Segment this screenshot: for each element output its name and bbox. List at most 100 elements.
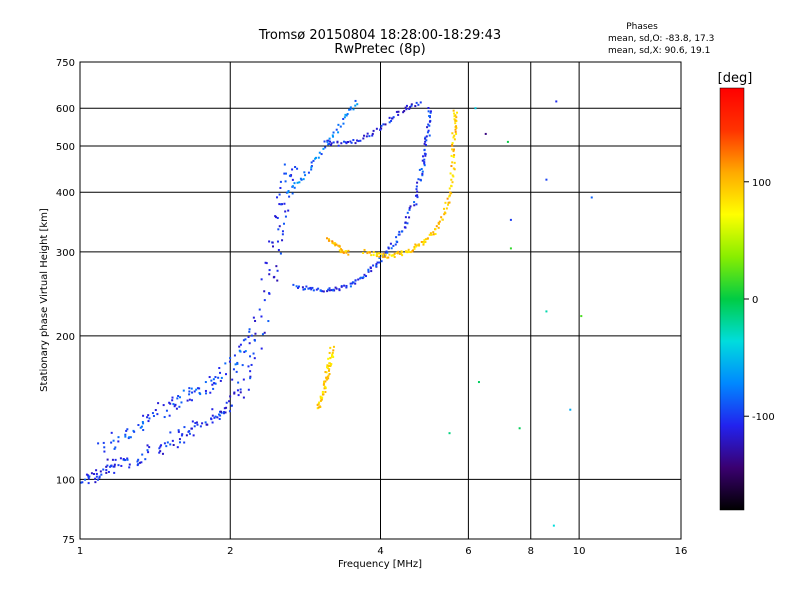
data-point xyxy=(337,131,340,134)
data-point xyxy=(239,391,242,394)
data-point xyxy=(332,345,335,348)
data-point xyxy=(211,414,214,417)
data-point xyxy=(193,390,196,393)
data-point xyxy=(125,429,128,432)
data-point xyxy=(283,163,286,166)
data-point xyxy=(323,381,326,384)
data-point xyxy=(95,472,98,475)
data-point xyxy=(484,132,487,135)
data-point xyxy=(151,412,154,415)
data-point xyxy=(100,473,103,476)
data-point xyxy=(126,458,129,461)
data-point xyxy=(427,106,430,109)
data-point xyxy=(338,289,341,292)
data-point xyxy=(171,396,174,399)
colorbar xyxy=(719,87,745,511)
data-point xyxy=(219,379,222,382)
data-point xyxy=(347,253,350,256)
data-point xyxy=(417,178,420,181)
data-point xyxy=(290,174,293,177)
data-point xyxy=(328,142,331,145)
data-point xyxy=(320,153,323,156)
data-point xyxy=(196,387,199,390)
data-point xyxy=(103,450,106,453)
data-point xyxy=(428,124,431,127)
data-point xyxy=(416,196,419,199)
data-point xyxy=(435,225,438,228)
data-point xyxy=(423,239,426,242)
data-point xyxy=(388,253,391,256)
data-point xyxy=(379,253,382,256)
data-point xyxy=(210,379,213,382)
data-point xyxy=(366,252,369,255)
data-point xyxy=(372,264,375,267)
data-point xyxy=(147,414,150,417)
data-point xyxy=(249,355,252,358)
data-point xyxy=(304,174,307,177)
data-point xyxy=(348,108,351,111)
data-point xyxy=(233,392,236,395)
data-point xyxy=(400,252,403,255)
data-point xyxy=(247,388,250,391)
data-point xyxy=(455,125,458,128)
data-point xyxy=(350,141,353,144)
data-point xyxy=(422,155,425,158)
data-point xyxy=(140,425,143,428)
data-point xyxy=(250,363,253,366)
data-point xyxy=(218,417,221,420)
data-point xyxy=(405,108,408,111)
data-point xyxy=(254,332,257,335)
data-point xyxy=(395,251,398,254)
data-point xyxy=(387,246,390,249)
data-point xyxy=(302,288,305,291)
data-point xyxy=(354,279,357,282)
data-point xyxy=(329,140,332,143)
data-point xyxy=(341,249,344,252)
data-point xyxy=(250,334,253,337)
data-point xyxy=(180,434,183,437)
data-point xyxy=(427,129,430,132)
data-point xyxy=(317,156,320,159)
data-point xyxy=(181,433,184,436)
data-point xyxy=(326,375,329,378)
data-point xyxy=(252,352,255,355)
data-point xyxy=(237,381,240,384)
x-axis-ticks: 1 2 4 6 8 10 16 xyxy=(77,546,688,557)
data-point xyxy=(321,396,324,399)
data-point xyxy=(173,405,176,408)
data-point xyxy=(112,439,115,442)
data-point xyxy=(326,139,329,142)
data-point xyxy=(113,471,116,474)
data-point xyxy=(321,290,324,293)
data-point xyxy=(452,109,455,112)
data-point xyxy=(119,457,122,460)
data-point xyxy=(453,154,456,157)
data-point xyxy=(204,421,207,424)
colorbar-ticks: 100 0 -100 xyxy=(744,178,775,423)
data-point xyxy=(375,264,378,267)
data-point xyxy=(388,121,391,124)
data-point xyxy=(447,203,450,206)
data-point xyxy=(310,288,313,291)
data-point xyxy=(380,127,383,130)
data-point xyxy=(349,140,352,143)
data-point xyxy=(424,143,427,146)
y-tick-label: 750 xyxy=(56,58,75,69)
data-point xyxy=(395,110,398,113)
data-point xyxy=(509,218,512,221)
data-point xyxy=(265,262,268,265)
data-point xyxy=(454,130,457,133)
data-point xyxy=(102,468,105,471)
data-point xyxy=(319,405,322,408)
data-point xyxy=(106,458,109,461)
data-point xyxy=(307,287,310,290)
chart-subtitle: RwPretec (8p) xyxy=(334,42,425,57)
data-point xyxy=(417,103,420,106)
data-point xyxy=(455,132,458,135)
data-point xyxy=(106,464,109,467)
data-point xyxy=(397,113,400,116)
data-point xyxy=(113,463,116,466)
data-point xyxy=(225,401,228,404)
data-point xyxy=(160,444,163,447)
data-point xyxy=(425,135,428,138)
